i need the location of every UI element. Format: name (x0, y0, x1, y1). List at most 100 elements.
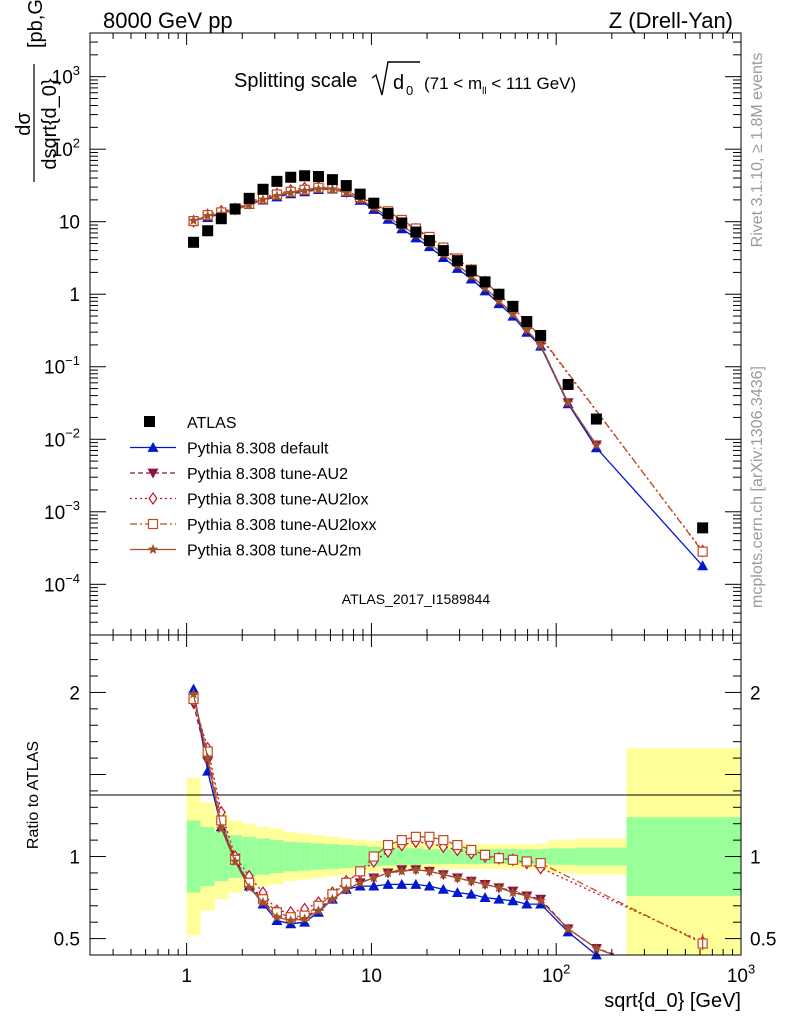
sqrt-symbol-icon (371, 61, 420, 96)
atlas-data-point (423, 235, 435, 247)
ratio-stat-uncertainty-band (626, 817, 741, 896)
ratio-marker-4 (216, 823, 227, 834)
ratio-marker-0 (590, 949, 602, 960)
ylabel-denominator: dsqrt{d_0} (39, 78, 61, 170)
y-tick-label-top: 10 (59, 213, 80, 234)
ratio-marker-4 (396, 865, 408, 876)
top-marker-4 (313, 183, 324, 194)
atlas-data-point (396, 217, 408, 229)
atlas-data-point (437, 245, 449, 257)
ratio-panel-frame (89, 634, 742, 956)
atlas-data-point (465, 265, 477, 277)
ratio-marker-4 (257, 896, 269, 907)
ratio-marker-4 (354, 877, 366, 888)
header-left: 8000 GeV pp (103, 8, 233, 33)
top-marker-4 (562, 397, 574, 408)
legend-marker-1 (147, 468, 159, 479)
atlas-data-point (382, 207, 394, 219)
top-marker-4 (299, 185, 310, 196)
mcplots-side-label: mcplots.cern.ch [arXiv:1306.3436] (749, 366, 766, 608)
x-axis-label: sqrt{d_0} [GeV] (604, 990, 741, 1012)
ratio-ylabel: Ratio to ATLAS (25, 741, 42, 849)
legend-label-4: Pythia 8.308 tune-AU2m (187, 543, 361, 560)
ratio-marker-3 (368, 851, 379, 862)
top-marker-4 (535, 339, 546, 350)
y-tick-label-ratio: 2 (69, 683, 80, 704)
title-range-sub: ll (482, 86, 486, 97)
atlas-data-point (299, 170, 311, 182)
y-tick-label-top: 10−2 (44, 426, 80, 452)
legend-label-0: Pythia 8.308 default (187, 441, 329, 458)
atlas-data-point (285, 171, 297, 183)
ratio-panel-bands (186, 748, 741, 955)
atlas-data-point (521, 316, 533, 328)
ratio-stat-uncertainty-band (270, 840, 284, 873)
ratio-stat-uncertainty-band (297, 842, 312, 871)
top-marker-4 (341, 187, 352, 198)
ratio-marker-0 (382, 878, 394, 889)
y-tick-label-ratio-right: 0.5 (750, 930, 776, 951)
ratio-marker-4 (410, 864, 422, 875)
ratio-stat-uncertainty-band (436, 849, 451, 864)
ratio-marker-4 (479, 878, 491, 889)
y-tick-label-ratio-right: 2 (750, 683, 761, 704)
legend-label-1: Pythia 8.308 tune-AU2 (187, 466, 348, 483)
ratio-marker-4 (535, 895, 546, 906)
ratio-marker-4 (243, 882, 255, 893)
top-marker-4 (271, 190, 283, 201)
ratio-marker-0 (493, 893, 505, 904)
atlas-data-point (188, 236, 200, 248)
ratio-marker-0 (410, 878, 422, 889)
ratio-marker-0 (368, 880, 380, 891)
atlas-data-point (243, 192, 255, 204)
atlas-data-point (202, 225, 214, 237)
top-line-4 (193, 188, 597, 446)
ratio-marker-4 (202, 752, 213, 763)
atlas-data-point (312, 171, 324, 183)
ratio-marker-3 (466, 844, 477, 856)
ratio-marker-3 (438, 835, 449, 846)
header-right: Z (Drell-Yan) (609, 8, 733, 33)
atlas-data-point (507, 300, 519, 312)
atlas-data-point (410, 226, 422, 238)
title-range: (71 < mll < 111 GeV) (424, 74, 576, 97)
ratio-stat-uncertainty-band (200, 827, 215, 887)
ratio-stat-uncertainty-band (186, 820, 201, 893)
ratio-marker-3 (382, 839, 394, 851)
ratio-marker-0 (451, 887, 463, 898)
analysis-tag: ATLAS_2017_I1589844 (342, 591, 491, 607)
top-ylabel: dσ dsqrt{d_0} [pb,GeV-1] (13, 0, 61, 182)
ratio-marker-4 (507, 887, 519, 898)
x-tick-label: 103 (727, 961, 755, 987)
ratio-marker-4 (271, 911, 283, 922)
top-line-1 (193, 188, 597, 446)
atlas-data-point (590, 413, 602, 425)
top-marker-0 (697, 560, 709, 571)
ratio-marker-3 (493, 853, 505, 864)
ratio-marker-0 (507, 895, 519, 906)
ratio-stat-uncertainty-band (576, 847, 627, 866)
top-marker-4 (285, 187, 296, 198)
ratio-marker-4 (562, 923, 574, 934)
ratio-marker-4 (424, 865, 435, 876)
ratio-marker-4 (341, 883, 352, 894)
atlas-data-point (340, 180, 352, 192)
ylabel-numerator: dσ (13, 112, 35, 136)
atlas-data-point (215, 213, 227, 225)
ratio-stat-uncertainty-band (325, 844, 340, 869)
y-tick-label-top: 102 (52, 136, 80, 162)
legend-label-3: Pythia 8.308 tune-AU2loxx (187, 517, 376, 534)
ratio-marker-3 (424, 831, 435, 842)
legend: ATLAS Pythia 8.308 default Pythia 8.308 tu… (130, 415, 376, 560)
legend-marker-atlas (144, 416, 155, 427)
ratio-stat-uncertainty-band (242, 836, 257, 877)
atlas-data-point (354, 188, 366, 200)
ratio-stat-uncertainty-band (409, 848, 423, 865)
ratio-stat-uncertainty-band (548, 848, 577, 865)
ratio-marker-3 (355, 866, 366, 877)
ratio-marker-3 (452, 839, 463, 851)
top-marker-3 (697, 546, 708, 557)
ratio-marker-3 (479, 849, 491, 860)
